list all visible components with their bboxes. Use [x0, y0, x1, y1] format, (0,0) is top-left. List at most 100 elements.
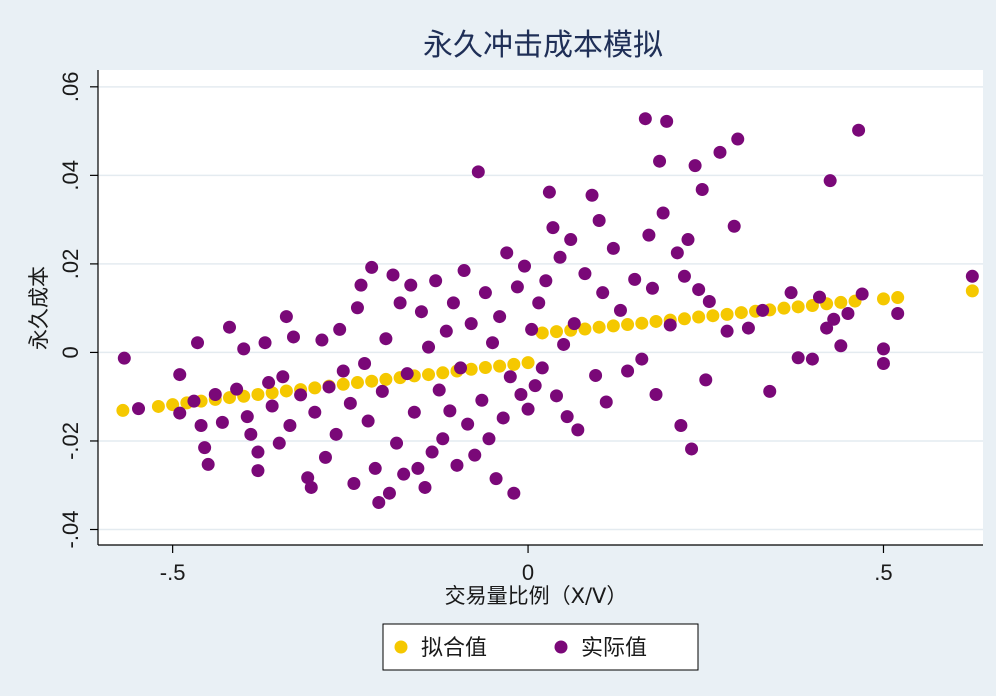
actual-point	[756, 303, 770, 317]
actual-point	[539, 274, 553, 288]
actual-point	[191, 336, 205, 350]
actual-point	[404, 278, 418, 292]
actual-point	[265, 399, 279, 413]
actual-point	[223, 320, 237, 334]
actual-point	[258, 336, 272, 350]
actual-point	[525, 322, 539, 336]
actual-point	[286, 330, 300, 344]
actual-point	[251, 464, 265, 478]
actual-point	[741, 321, 755, 335]
legend-marker-fitted	[394, 640, 408, 654]
actual-point	[294, 388, 308, 402]
actual-point	[461, 417, 475, 431]
actual-point	[599, 395, 613, 409]
actual-point	[589, 368, 603, 382]
actual-point	[486, 336, 500, 350]
actual-point	[613, 303, 627, 317]
legend-box	[382, 623, 699, 671]
actual-point	[731, 132, 745, 146]
actual-point	[279, 310, 293, 324]
fitted-point	[692, 310, 706, 324]
actual-point	[358, 356, 372, 370]
x-tick-label: .5	[874, 560, 892, 585]
actual-point	[763, 384, 777, 398]
fitted-point	[834, 295, 848, 309]
chart-title: 永久冲击成本模拟	[423, 28, 663, 63]
actual-point	[411, 461, 425, 475]
actual-point	[571, 423, 585, 437]
actual-point	[567, 317, 581, 331]
actual-point	[350, 301, 364, 315]
actual-point	[315, 333, 329, 347]
x-tick-label: -.5	[160, 560, 186, 585]
fitted-point	[734, 306, 748, 320]
actual-point	[173, 406, 187, 420]
actual-point	[354, 278, 368, 292]
actual-point	[965, 269, 979, 283]
actual-point	[230, 382, 244, 396]
actual-point	[439, 324, 453, 338]
actual-point	[876, 342, 890, 356]
actual-point	[649, 387, 663, 401]
y-tick-label: .04	[58, 160, 83, 191]
actual-point	[621, 364, 635, 378]
actual-point	[272, 436, 286, 450]
actual-point	[372, 496, 386, 510]
fitted-point	[279, 384, 293, 398]
fitted-point	[350, 376, 364, 390]
actual-point	[560, 410, 574, 424]
actual-point	[557, 337, 571, 351]
actual-point	[187, 394, 201, 408]
actual-point	[454, 361, 468, 375]
actual-point	[521, 402, 535, 416]
actual-point	[464, 317, 478, 331]
y-tick-label: -.02	[58, 422, 83, 460]
actual-point	[670, 246, 684, 260]
fitted-point	[549, 325, 563, 339]
actual-point	[429, 274, 443, 288]
actual-point	[493, 310, 507, 324]
fitted-point	[116, 403, 130, 417]
gridlines	[98, 86, 983, 531]
actual-point	[791, 351, 805, 365]
actual-point	[855, 287, 869, 301]
actual-point	[699, 373, 713, 387]
fitted-point	[706, 309, 720, 323]
actual-point	[201, 457, 215, 471]
actual-point	[478, 286, 492, 300]
fitted-point	[635, 316, 649, 330]
fitted-point	[965, 284, 979, 298]
actual-point	[382, 486, 396, 500]
axes: -.04 -.02 0 .02 .04 .06 -.5 0 .5	[58, 70, 983, 585]
actual-point	[400, 367, 414, 381]
fitted-point	[876, 292, 890, 306]
actual-point	[542, 185, 556, 199]
actual-point	[823, 174, 837, 188]
fitted-point	[379, 372, 393, 386]
actual-point	[660, 114, 674, 128]
actual-point	[117, 351, 131, 365]
actual-point	[507, 486, 521, 500]
actual-point	[414, 305, 428, 319]
actual-point	[475, 393, 489, 407]
actual-point	[635, 352, 649, 366]
actual-point	[333, 322, 347, 336]
actual-point	[194, 418, 208, 432]
fitted-point	[621, 318, 635, 332]
actual-point	[407, 405, 421, 419]
actual-point	[390, 436, 404, 450]
fitted-point	[535, 326, 549, 340]
actual-point	[876, 356, 890, 370]
actual-point	[820, 321, 834, 335]
actual-point	[549, 389, 563, 403]
actual-point	[422, 340, 436, 354]
actual-point	[262, 376, 276, 390]
actual-point	[500, 246, 514, 260]
actual-point	[132, 402, 146, 416]
actual-point	[379, 332, 393, 346]
actual-point	[596, 286, 610, 300]
actual-point	[653, 154, 667, 168]
fitted-point	[478, 360, 492, 374]
actual-point	[393, 296, 407, 310]
